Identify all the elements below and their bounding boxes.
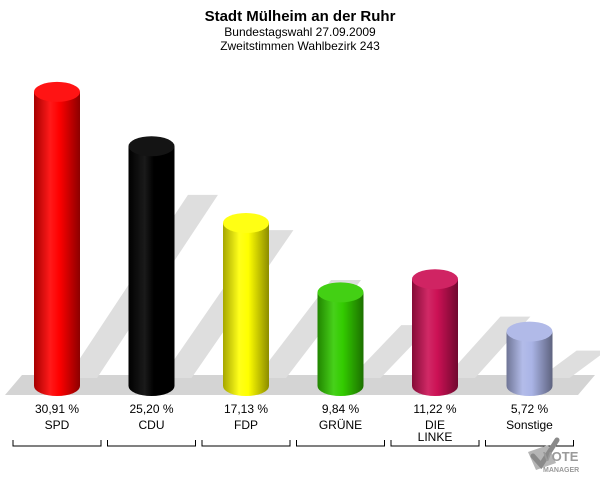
bar-die-linke: [412, 269, 458, 396]
bar-shadow: [539, 350, 600, 378]
bar-body: [317, 292, 364, 397]
bar-body: [506, 331, 553, 397]
vote-manager-logo: VOTE MANAGER: [528, 437, 579, 474]
value-label: 11,22 %: [413, 402, 456, 416]
chart-subtitle-2: Zweitstimmen Wahlbezirk 243: [220, 39, 380, 53]
bar-top: [223, 213, 269, 234]
category-label: SPD: [45, 418, 70, 432]
bar-sonstige: [506, 321, 553, 397]
category-bracket: [107, 440, 196, 447]
bar-top: [128, 136, 175, 157]
category-bracket: [296, 440, 385, 447]
category-bracket: [485, 440, 574, 447]
bar-cdu: [128, 136, 175, 397]
chart-title: Stadt Mülheim an der Ruhr: [205, 8, 396, 25]
category-label: FDP: [234, 418, 258, 432]
bar-top: [34, 81, 80, 102]
bar-top: [317, 282, 364, 303]
category-label: GRÜNE: [319, 418, 362, 432]
category-label: LINKE: [418, 430, 453, 444]
value-labels: 30,91 % 25,20 % 17,13 % 9,84 % 11,22 % 5,72 %: [35, 402, 549, 416]
bars: [34, 81, 553, 397]
category-label: CDU: [139, 418, 165, 432]
category-label: DIE: [425, 418, 445, 432]
bar-body: [223, 223, 269, 396]
bar-spd: [34, 81, 80, 397]
bar-grüne: [317, 282, 364, 397]
category-axis: [12, 440, 574, 447]
logo-manager-text: MANAGER: [543, 467, 579, 474]
logo-vote-text: VOTE: [543, 449, 579, 464]
chart-subtitle: Bundestagswahl 27.09.2009: [224, 25, 376, 39]
value-label: 30,91 %: [35, 402, 79, 416]
value-label: 9,84 %: [322, 402, 360, 416]
checkmark-ballot-icon: [528, 437, 560, 470]
category-bracket: [201, 440, 291, 447]
bar-top: [506, 321, 553, 342]
value-label: 5,72 %: [511, 402, 549, 416]
bar-top: [412, 269, 458, 290]
category-bracket: [12, 440, 102, 447]
bar-body: [34, 91, 80, 397]
bar-shadow: [350, 325, 432, 378]
bar-body: [412, 279, 458, 396]
category-bracket: [390, 440, 480, 447]
bar-body: [128, 146, 175, 397]
bar-fdp: [223, 213, 269, 396]
value-label: 25,20 %: [129, 402, 173, 416]
value-label: 17,13 %: [224, 402, 268, 416]
category-label: Sonstige: [506, 418, 553, 432]
